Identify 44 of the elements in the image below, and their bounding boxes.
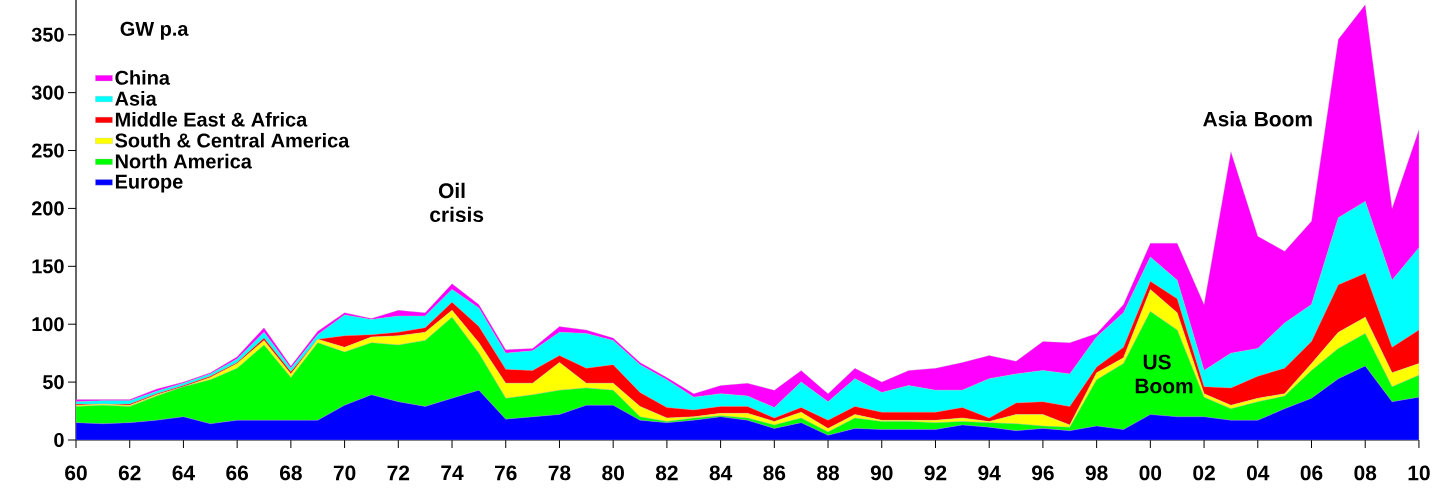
annotation: Asia Boom (1203, 111, 1312, 127)
x-tick-label: 94 (978, 465, 1001, 481)
y-tick-label: 250 (31, 143, 64, 158)
y-tick-label: 50 (42, 375, 64, 390)
x-tick-label: 88 (817, 465, 840, 481)
x-tick-label: 10 (1408, 465, 1430, 481)
x-tick-label: 60 (65, 465, 87, 481)
x-tick-label: 72 (387, 465, 410, 481)
x-tick-label: 86 (763, 465, 786, 481)
legend-label: Middle East & Africa (115, 112, 308, 127)
x-tick-label: 74 (441, 465, 464, 480)
x-tick-label: 02 (1193, 465, 1215, 481)
x-tick-label: 76 (495, 465, 517, 481)
x-tick-label: 64 (172, 465, 195, 481)
x-tick-label: 08 (1354, 465, 1377, 481)
y-tick-label: 150 (32, 259, 64, 274)
y-tick-label: 300 (31, 85, 64, 100)
x-tick-label: 92 (924, 465, 947, 481)
y-tick-label: 0 (54, 432, 64, 448)
x-tick-label: 66 (226, 465, 249, 481)
x-tick-label: 96 (1031, 465, 1054, 481)
annotation: US Boom (1135, 354, 1193, 394)
legend-label: China (115, 70, 171, 85)
x-tick-label: 98 (1085, 465, 1108, 481)
x-tick-label: 90 (870, 465, 893, 481)
y-tick-label: 100 (32, 317, 64, 332)
x-tick-label: 78 (548, 465, 571, 481)
x-tick-label: 00 (1139, 465, 1162, 481)
legend-label: Europe (115, 174, 183, 193)
x-tick-label: 84 (709, 465, 733, 481)
x-tick-label: 80 (602, 465, 624, 481)
y-axis-title: GW p.a (120, 21, 189, 40)
legend-label: Asia (115, 91, 157, 106)
x-tick-label: 06 (1300, 465, 1323, 481)
annotation: Oil crisis (430, 182, 484, 223)
x-tick-label: 62 (118, 465, 141, 481)
legend-label: South & Central America (115, 132, 350, 148)
x-tick-label: 04 (1246, 465, 1270, 481)
y-tick-label: 350 (31, 27, 64, 42)
x-tick-label: 70 (333, 465, 356, 481)
x-tick-label: 68 (280, 465, 302, 481)
legend-label: North America (115, 153, 252, 169)
y-tick-label: 200 (31, 201, 64, 216)
x-tick-label: 82 (655, 465, 678, 481)
